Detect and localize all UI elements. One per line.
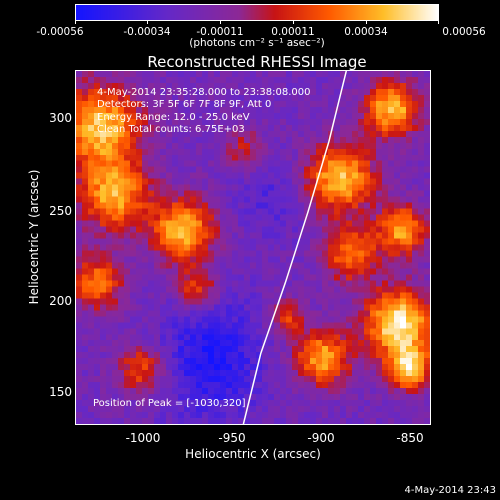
y-tick-label: 300 — [49, 111, 72, 125]
colorbar-tick-mark — [438, 20, 439, 24]
limb-overlay — [242, 71, 348, 424]
colorbar-unit-label: (photons cm⁻² s⁻¹ asec⁻²) — [189, 37, 325, 49]
info-detectors: Detectors: 3F 5F 6F 7F 8F 9F, Att 0 — [97, 99, 272, 110]
colorbar-tick-label: 0.00056 — [442, 26, 486, 38]
colorbar-tick-label: 0.00034 — [344, 26, 388, 38]
colorbar-tick-mark — [220, 20, 221, 24]
colorbar-tick-mark — [147, 20, 148, 24]
y-tick-label: 250 — [49, 204, 72, 218]
x-tick-label: -850 — [396, 431, 424, 445]
info-time-range: 4-May-2014 23:35:28.000 to 23:38:08.000 — [97, 87, 311, 98]
y-tick-label: 200 — [49, 294, 72, 308]
y-axis-label: Heliocentric Y (arcsec) — [27, 169, 41, 305]
solar-limb-curve — [242, 71, 348, 424]
colorbar-tick-mark — [366, 20, 367, 24]
info-energy-range: Energy Range: 12.0 - 25.0 keV — [97, 112, 250, 123]
y-tick-label: 150 — [49, 385, 72, 399]
colorbar-tick-mark — [75, 20, 76, 24]
colorbar-tick-label: -0.00056 — [36, 26, 84, 38]
x-tick-label: -900 — [307, 431, 335, 445]
plot-area — [75, 70, 431, 425]
colorbar — [75, 4, 439, 21]
colorbar-tick-label: -0.00011 — [196, 26, 244, 38]
plot-title: Reconstructed RHESSI Image — [147, 53, 367, 71]
info-peak-position: Position of Peak = [-1030,320] — [93, 398, 246, 409]
footer-timestamp: 4-May-2014 23:43 — [404, 485, 496, 496]
x-tick-label: -1000 — [125, 431, 161, 445]
info-clean-counts: Clean Total counts: 6.75E+03 — [97, 124, 245, 135]
colorbar-tick-label: -0.00034 — [123, 26, 171, 38]
colorbar-tick-mark — [293, 20, 294, 24]
x-tick-label: -950 — [218, 431, 246, 445]
x-axis-label: Heliocentric X (arcsec) — [185, 447, 321, 461]
heatmap-image — [76, 71, 430, 424]
colorbar-tick-label: 0.00011 — [271, 26, 315, 38]
